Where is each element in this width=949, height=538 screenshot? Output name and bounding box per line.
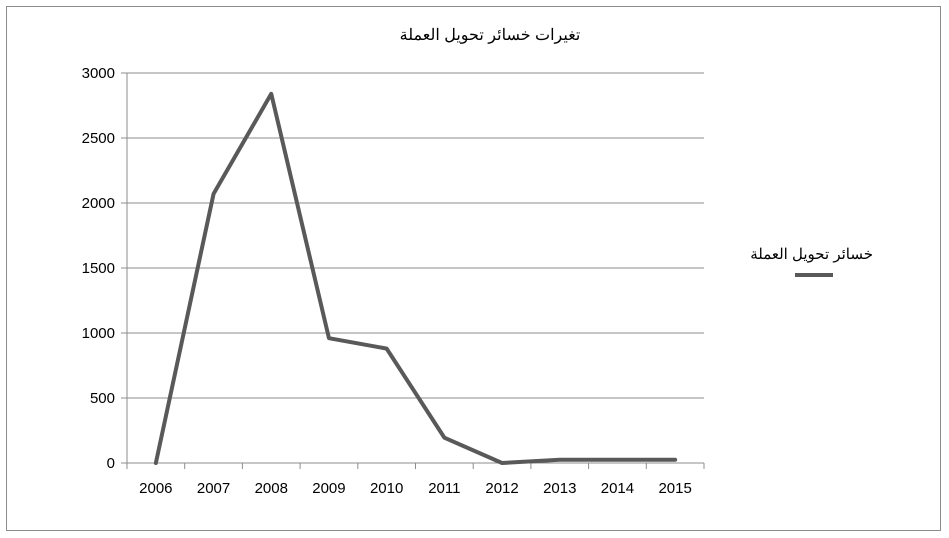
x-tick-label: 2013 bbox=[543, 480, 576, 497]
axes bbox=[121, 72, 705, 469]
x-tick-label: 2009 bbox=[312, 480, 345, 497]
y-tick-label: 2500 bbox=[82, 130, 115, 147]
y-tick-labels: 0 500 1000 1500 2000 2500 3000 bbox=[82, 65, 115, 472]
grid-lines bbox=[127, 72, 704, 399]
series-layer bbox=[153, 91, 678, 465]
series-line bbox=[153, 91, 678, 465]
x-tick-label: 2015 bbox=[658, 480, 691, 497]
legend-label: خسائر تحويل العملة bbox=[750, 246, 873, 263]
chart-frame: تغيرات خسائر تحويل العملة 0 500 1000 1500 20… bbox=[6, 6, 941, 531]
x-tick-label: 2007 bbox=[197, 480, 230, 497]
x-tick-label: 2010 bbox=[370, 480, 403, 497]
y-tick-label: 3000 bbox=[82, 65, 115, 82]
chart-title: تغيرات خسائر تحويل العملة bbox=[400, 27, 581, 44]
x-tick-label: 2014 bbox=[601, 480, 634, 497]
x-tick-labels: 2006 2007 2008 2009 2010 2011 2012 2013 2014 2015 bbox=[139, 480, 692, 497]
x-tick-label: 2008 bbox=[255, 480, 288, 497]
y-tick-label: 500 bbox=[90, 390, 115, 407]
y-tick-label: 1000 bbox=[82, 325, 115, 342]
legend: خسائر تحويل العملة bbox=[750, 246, 873, 277]
x-tick-label: 2011 bbox=[428, 480, 460, 497]
x-tick-label: 2006 bbox=[139, 480, 172, 497]
y-tick-label: 2000 bbox=[82, 195, 115, 212]
line-chart: تغيرات خسائر تحويل العملة 0 500 1000 1500 20… bbox=[82, 27, 873, 497]
y-tick-label: 0 bbox=[107, 455, 115, 472]
y-tick-label: 1500 bbox=[82, 260, 115, 277]
x-tick-label: 2012 bbox=[485, 480, 518, 497]
